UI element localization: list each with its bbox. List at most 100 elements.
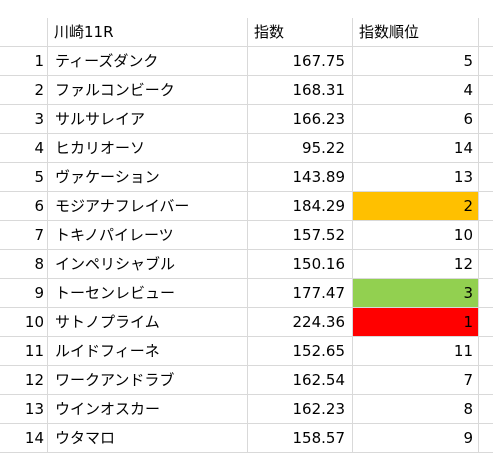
horse-name-cell[interactable]: トキノパイレーツ xyxy=(48,221,248,250)
index-cell[interactable]: 168.31 xyxy=(248,76,353,105)
header-rank-cell[interactable]: 指数順位 xyxy=(353,18,479,47)
index-cell[interactable]: 184.29 xyxy=(248,192,353,221)
rank-value: 10 xyxy=(453,226,473,244)
empty-cell[interactable] xyxy=(479,308,493,337)
row-number-cell[interactable]: 8 xyxy=(0,250,48,279)
horse-name-cell[interactable]: サトノプライム xyxy=(48,308,248,337)
empty-cell[interactable] xyxy=(479,18,493,47)
index-cell[interactable]: 162.54 xyxy=(248,366,353,395)
row-number-value: 4 xyxy=(34,139,44,157)
index-cell[interactable]: 143.89 xyxy=(248,163,353,192)
table-row: 10 サトノプライム 224.36 1 xyxy=(0,308,493,337)
table-row: 12 ワークアンドラブ 162.54 7 xyxy=(0,366,493,395)
empty-cell[interactable] xyxy=(479,221,493,250)
rank-cell[interactable]: 9 xyxy=(353,424,479,453)
index-cell[interactable]: 162.23 xyxy=(248,395,353,424)
row-number-cell[interactable]: 13 xyxy=(0,395,48,424)
index-cell[interactable]: 152.65 xyxy=(248,337,353,366)
row-number-value: 12 xyxy=(24,371,44,389)
horse-name-cell[interactable]: トーセンレビュー xyxy=(48,279,248,308)
index-value: 158.57 xyxy=(292,429,346,447)
header-race-cell[interactable]: 川崎11R xyxy=(48,18,248,47)
empty-cell[interactable] xyxy=(479,105,493,134)
rank-cell[interactable]: 1 xyxy=(353,308,479,337)
index-cell[interactable]: 150.16 xyxy=(248,250,353,279)
empty-cell[interactable] xyxy=(479,279,493,308)
rank-cell[interactable]: 8 xyxy=(353,395,479,424)
empty-cell[interactable] xyxy=(479,134,493,163)
empty-cell[interactable] xyxy=(479,337,493,366)
row-number-cell[interactable]: 7 xyxy=(0,221,48,250)
row-number-cell[interactable]: 1 xyxy=(0,47,48,76)
horse-name-cell[interactable]: モジアナフレイバー xyxy=(48,192,248,221)
row-number-cell[interactable]: 2 xyxy=(0,76,48,105)
index-value: 167.75 xyxy=(292,52,346,70)
rank-cell[interactable]: 14 xyxy=(353,134,479,163)
table-row: 6 モジアナフレイバー 184.29 2 xyxy=(0,192,493,221)
index-cell[interactable]: 166.23 xyxy=(248,105,353,134)
horse-name-cell[interactable]: ウタマロ xyxy=(48,424,248,453)
horse-name-cell[interactable]: サルサレイア xyxy=(48,105,248,134)
row-number-value: 10 xyxy=(24,313,44,331)
rank-cell[interactable]: 2 xyxy=(353,192,479,221)
row-number-value: 11 xyxy=(24,342,44,360)
rank-cell[interactable]: 10 xyxy=(353,221,479,250)
row-number-cell[interactable]: 14 xyxy=(0,424,48,453)
index-value: 162.54 xyxy=(292,371,346,389)
row-number-cell[interactable]: 3 xyxy=(0,105,48,134)
row-number-cell[interactable]: 9 xyxy=(0,279,48,308)
index-cell[interactable]: 177.47 xyxy=(248,279,353,308)
rank-cell[interactable]: 11 xyxy=(353,337,479,366)
index-cell[interactable]: 95.22 xyxy=(248,134,353,163)
horse-name-cell[interactable]: ヒカリオーソ xyxy=(48,134,248,163)
horse-name-cell[interactable]: ルイドフィーネ xyxy=(48,337,248,366)
rank-cell[interactable]: 3 xyxy=(353,279,479,308)
empty-cell[interactable] xyxy=(479,192,493,221)
index-cell[interactable]: 158.57 xyxy=(248,424,353,453)
index-value: 150.16 xyxy=(292,255,346,273)
header-index-cell[interactable]: 指数 xyxy=(248,18,353,47)
index-cell[interactable]: 157.52 xyxy=(248,221,353,250)
table-row: 3 サルサレイア 166.23 6 xyxy=(0,105,493,134)
row-number-cell[interactable]: 4 xyxy=(0,134,48,163)
rank-cell[interactable]: 4 xyxy=(353,76,479,105)
rank-value: 1 xyxy=(463,313,473,331)
horse-name-cell[interactable]: ウインオスカー xyxy=(48,395,248,424)
row-number-cell[interactable]: 12 xyxy=(0,366,48,395)
row-number-cell[interactable]: 10 xyxy=(0,308,48,337)
rank-value: 3 xyxy=(463,284,473,302)
index-cell[interactable]: 167.75 xyxy=(248,47,353,76)
row-number-cell[interactable]: 5 xyxy=(0,163,48,192)
horse-name-cell[interactable]: ファルコンビーク xyxy=(48,76,248,105)
empty-cell[interactable] xyxy=(479,424,493,453)
empty-cell[interactable] xyxy=(479,163,493,192)
rank-cell[interactable]: 7 xyxy=(353,366,479,395)
index-cell[interactable]: 224.36 xyxy=(248,308,353,337)
row-number-value: 3 xyxy=(34,110,44,128)
rank-cell[interactable]: 6 xyxy=(353,105,479,134)
horse-name-cell[interactable]: ヴァケーション xyxy=(48,163,248,192)
row-number-cell[interactable] xyxy=(0,18,48,47)
row-number-cell[interactable]: 6 xyxy=(0,192,48,221)
empty-cell[interactable] xyxy=(479,47,493,76)
row-number-cell[interactable]: 11 xyxy=(0,337,48,366)
rank-value: 8 xyxy=(463,400,473,418)
index-value: 157.52 xyxy=(292,226,346,244)
rank-cell[interactable]: 5 xyxy=(353,47,479,76)
horse-name-value: モジアナフレイバー xyxy=(55,197,190,215)
empty-cell[interactable] xyxy=(479,366,493,395)
rank-cell[interactable]: 13 xyxy=(353,163,479,192)
empty-cell[interactable] xyxy=(479,76,493,105)
rank-value: 5 xyxy=(463,52,473,70)
row-number-value: 9 xyxy=(34,284,44,302)
horse-name-cell[interactable]: ワークアンドラブ xyxy=(48,366,248,395)
rank-cell[interactable]: 12 xyxy=(353,250,479,279)
horse-name-cell[interactable]: インペリシャブル xyxy=(48,250,248,279)
row-number-value: 1 xyxy=(34,52,44,70)
index-value: 177.47 xyxy=(292,284,346,302)
horse-name-cell[interactable]: ティーズダンク xyxy=(48,47,248,76)
index-value: 184.29 xyxy=(292,197,346,215)
empty-cell[interactable] xyxy=(479,250,493,279)
empty-cell[interactable] xyxy=(479,395,493,424)
header-race-label: 川崎11R xyxy=(54,23,114,41)
